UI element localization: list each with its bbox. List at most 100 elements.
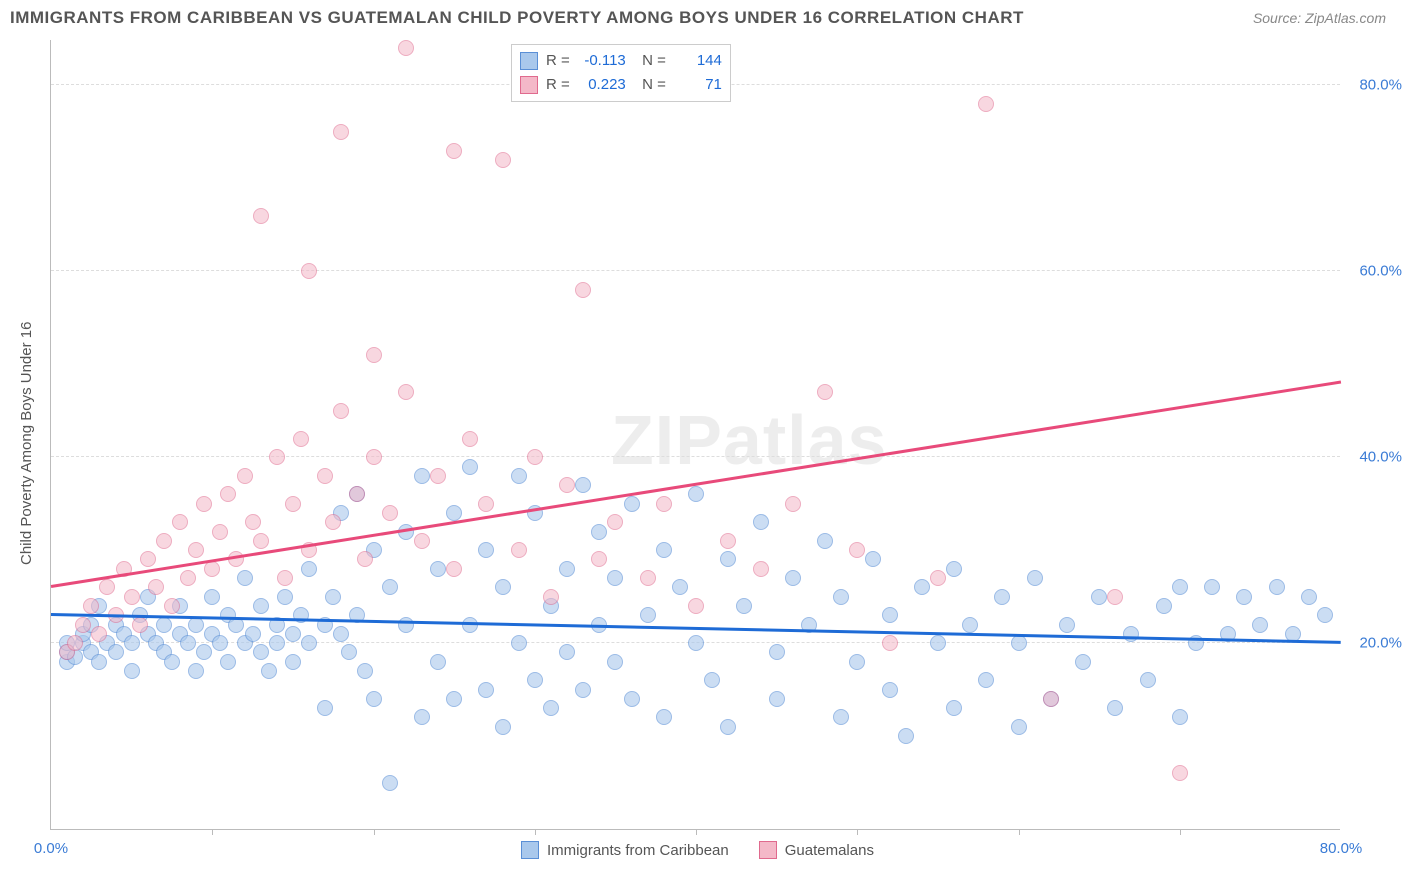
trend-line-guatemalans — [51, 380, 1341, 587]
scatter-point-guatemalans — [148, 579, 164, 595]
scatter-point-caribbean — [769, 691, 785, 707]
scatter-point-guatemalans — [277, 570, 293, 586]
scatter-point-caribbean — [736, 598, 752, 614]
scatter-point-caribbean — [430, 654, 446, 670]
scatter-point-caribbean — [317, 700, 333, 716]
scatter-point-caribbean — [607, 570, 623, 586]
scatter-point-caribbean — [849, 654, 865, 670]
scatter-point-caribbean — [575, 477, 591, 493]
scatter-point-guatemalans — [559, 477, 575, 493]
scatter-point-guatemalans — [253, 533, 269, 549]
scatter-point-caribbean — [1075, 654, 1091, 670]
scatter-point-guatemalans — [237, 468, 253, 484]
chart-container: IMMIGRANTS FROM CARIBBEAN VS GUATEMALAN … — [0, 0, 1406, 892]
scatter-point-caribbean — [1236, 589, 1252, 605]
stats-n-label: N = — [634, 49, 666, 73]
x-tick-mark — [212, 829, 213, 835]
x-tick-mark — [1019, 829, 1020, 835]
stats-n-value: 144 — [674, 49, 722, 73]
scatter-point-caribbean — [382, 579, 398, 595]
stats-n-value: 71 — [674, 73, 722, 97]
scatter-point-caribbean — [624, 691, 640, 707]
y-axis-label: Child Poverty Among Boys Under 16 — [18, 322, 35, 565]
scatter-point-caribbean — [462, 459, 478, 475]
scatter-point-caribbean — [1091, 589, 1107, 605]
stats-legend: R =-0.113 N =144R =0.223 N =71 — [511, 44, 731, 102]
scatter-point-guatemalans — [527, 449, 543, 465]
scatter-point-guatemalans — [164, 598, 180, 614]
scatter-point-caribbean — [1301, 589, 1317, 605]
scatter-point-guatemalans — [253, 208, 269, 224]
scatter-point-guatemalans — [99, 579, 115, 595]
scatter-point-caribbean — [188, 663, 204, 679]
legend-label: Guatemalans — [785, 842, 874, 859]
scatter-point-caribbean — [188, 617, 204, 633]
scatter-point-caribbean — [196, 644, 212, 660]
scatter-point-caribbean — [366, 691, 382, 707]
scatter-point-guatemalans — [357, 551, 373, 567]
legend-item-caribbean: Immigrants from Caribbean — [521, 841, 729, 859]
scatter-point-caribbean — [543, 700, 559, 716]
scatter-point-caribbean — [285, 626, 301, 642]
scatter-point-guatemalans — [204, 561, 220, 577]
scatter-point-caribbean — [478, 542, 494, 558]
scatter-point-guatemalans — [172, 514, 188, 530]
scatter-point-caribbean — [511, 635, 527, 651]
swatch-caribbean — [520, 52, 538, 70]
scatter-point-caribbean — [1011, 719, 1027, 735]
scatter-point-guatemalans — [245, 514, 261, 530]
scatter-point-caribbean — [978, 672, 994, 688]
scatter-point-guatemalans — [640, 570, 656, 586]
scatter-point-guatemalans — [591, 551, 607, 567]
scatter-point-caribbean — [245, 626, 261, 642]
scatter-point-caribbean — [817, 533, 833, 549]
scatter-point-guatemalans — [333, 403, 349, 419]
scatter-point-caribbean — [1252, 617, 1268, 633]
legend-swatch-guatemalans — [759, 841, 777, 859]
scatter-point-caribbean — [301, 561, 317, 577]
scatter-point-caribbean — [704, 672, 720, 688]
scatter-point-caribbean — [865, 551, 881, 567]
stats-r-label: R = — [546, 49, 570, 73]
scatter-point-guatemalans — [83, 598, 99, 614]
stats-r-label: R = — [546, 73, 570, 97]
scatter-point-caribbean — [1011, 635, 1027, 651]
scatter-point-caribbean — [478, 682, 494, 698]
scatter-point-guatemalans — [414, 533, 430, 549]
scatter-point-guatemalans — [156, 533, 172, 549]
scatter-point-caribbean — [882, 607, 898, 623]
scatter-point-caribbean — [898, 728, 914, 744]
scatter-point-guatemalans — [220, 486, 236, 502]
gridline — [51, 270, 1340, 271]
scatter-point-guatemalans — [132, 617, 148, 633]
scatter-point-caribbean — [124, 663, 140, 679]
stats-n-label: N = — [634, 73, 666, 97]
scatter-point-guatemalans — [269, 449, 285, 465]
scatter-point-caribbean — [495, 579, 511, 595]
scatter-point-caribbean — [430, 561, 446, 577]
scatter-point-caribbean — [341, 644, 357, 660]
scatter-point-guatemalans — [720, 533, 736, 549]
scatter-point-caribbean — [1204, 579, 1220, 595]
scatter-point-caribbean — [220, 654, 236, 670]
stats-r-value: 0.223 — [578, 73, 626, 97]
scatter-point-caribbean — [285, 654, 301, 670]
scatter-point-caribbean — [962, 617, 978, 633]
bottom-legend: Immigrants from Caribbean Guatemalans — [521, 841, 874, 859]
scatter-point-caribbean — [414, 468, 430, 484]
scatter-point-caribbean — [672, 579, 688, 595]
scatter-point-guatemalans — [188, 542, 204, 558]
scatter-point-guatemalans — [446, 561, 462, 577]
scatter-point-caribbean — [575, 682, 591, 698]
watermark: ZIPatlas — [611, 400, 887, 480]
scatter-point-guatemalans — [607, 514, 623, 530]
scatter-point-guatemalans — [293, 431, 309, 447]
scatter-point-caribbean — [882, 682, 898, 698]
stats-row-caribbean: R =-0.113 N =144 — [520, 49, 722, 73]
scatter-point-guatemalans — [446, 143, 462, 159]
scatter-point-caribbean — [446, 691, 462, 707]
scatter-point-caribbean — [720, 719, 736, 735]
x-tick-label: 0.0% — [34, 840, 68, 857]
scatter-point-guatemalans — [124, 589, 140, 605]
source-attribution: Source: ZipAtlas.com — [1253, 10, 1386, 26]
